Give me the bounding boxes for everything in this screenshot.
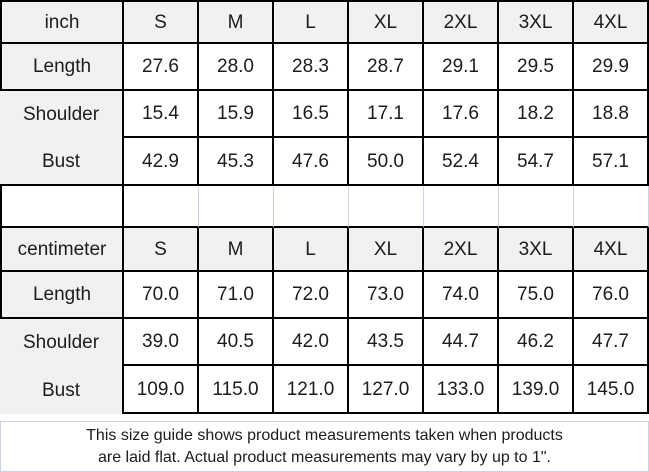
measure-value-cell: 17.1 bbox=[349, 91, 424, 138]
measure-value-cell: 54.7 bbox=[499, 138, 574, 186]
inch-table: inch S M L XL 2XL 3XL 4XL Length 27.6 28… bbox=[0, 0, 649, 186]
measure-value-cell: 40.5 bbox=[199, 319, 274, 366]
size-header-cell: M bbox=[199, 0, 274, 44]
size-header-cell: 2XL bbox=[424, 0, 499, 44]
measure-value-cell: 46.2 bbox=[499, 319, 574, 366]
size-header-cell: S bbox=[124, 228, 199, 272]
measure-value-cell: 18.2 bbox=[499, 91, 574, 138]
measure-value-cell: 75.0 bbox=[499, 272, 574, 319]
measure-value-cell: 42.9 bbox=[124, 138, 199, 186]
measure-value-cell: 57.1 bbox=[574, 138, 649, 186]
size-header-cell: XL bbox=[349, 228, 424, 272]
measure-value-cell: 27.6 bbox=[124, 44, 199, 91]
measure-value-cell: 47.7 bbox=[574, 319, 649, 366]
spacer-cell bbox=[274, 186, 349, 228]
unit-header-cell: inch bbox=[0, 0, 124, 44]
measure-value-cell: 15.4 bbox=[124, 91, 199, 138]
size-header-cell: 4XL bbox=[574, 228, 649, 272]
measure-value-cell: 45.3 bbox=[199, 138, 274, 186]
spacer-cell bbox=[0, 186, 124, 228]
measure-value-cell: 15.9 bbox=[199, 91, 274, 138]
measure-value-cell: 28.7 bbox=[349, 44, 424, 91]
size-header-cell: XL bbox=[349, 0, 424, 44]
size-header-cell: S bbox=[124, 0, 199, 44]
measure-value-cell: 70.0 bbox=[124, 272, 199, 319]
spacer-cell bbox=[199, 186, 274, 228]
size-header-cell: 2XL bbox=[424, 228, 499, 272]
size-header-cell: 3XL bbox=[499, 228, 574, 272]
measure-label-cell: Shoulder bbox=[0, 319, 124, 366]
measure-value-cell: 50.0 bbox=[349, 138, 424, 186]
size-guide-disclaimer: This size guide shows product measuremen… bbox=[0, 421, 649, 472]
measure-label-cell: Shoulder bbox=[0, 91, 124, 138]
measure-value-cell: 44.7 bbox=[424, 319, 499, 366]
measure-value-cell: 74.0 bbox=[424, 272, 499, 319]
size-header-cell: L bbox=[274, 0, 349, 44]
measure-value-cell: 133.0 bbox=[424, 366, 499, 414]
disclaimer-line: This size guide shows product measuremen… bbox=[86, 426, 563, 444]
spacer-cell bbox=[424, 186, 499, 228]
spacer-cell bbox=[124, 186, 199, 228]
measure-value-cell: 29.1 bbox=[424, 44, 499, 91]
measure-value-cell: 71.0 bbox=[199, 272, 274, 319]
unit-header-cell: centimeter bbox=[0, 228, 124, 272]
measure-value-cell: 29.5 bbox=[499, 44, 574, 91]
measure-label-cell: Length bbox=[0, 272, 124, 319]
spacer-cell bbox=[349, 186, 424, 228]
measure-value-cell: 17.6 bbox=[424, 91, 499, 138]
measure-value-cell: 73.0 bbox=[349, 272, 424, 319]
measure-value-cell: 16.5 bbox=[274, 91, 349, 138]
measure-value-cell: 18.8 bbox=[574, 91, 649, 138]
centimeter-table: centimeter S M L XL 2XL 3XL 4XL Length 7… bbox=[0, 228, 649, 414]
measure-value-cell: 39.0 bbox=[124, 319, 199, 366]
size-header-cell: M bbox=[199, 228, 274, 272]
measure-value-cell: 109.0 bbox=[124, 366, 199, 414]
measure-label-cell: Length bbox=[0, 44, 124, 91]
measure-value-cell: 121.0 bbox=[274, 366, 349, 414]
measure-value-cell: 28.0 bbox=[199, 44, 274, 91]
size-header-cell: L bbox=[274, 228, 349, 272]
measure-value-cell: 139.0 bbox=[499, 366, 574, 414]
size-header-cell: 4XL bbox=[574, 0, 649, 44]
spacer-row bbox=[0, 186, 649, 228]
measure-value-cell: 127.0 bbox=[349, 366, 424, 414]
measure-value-cell: 28.3 bbox=[274, 44, 349, 91]
measure-value-cell: 29.9 bbox=[574, 44, 649, 91]
measure-value-cell: 72.0 bbox=[274, 272, 349, 319]
spacer-cell bbox=[499, 186, 574, 228]
spacer-cell bbox=[574, 186, 649, 228]
measure-value-cell: 76.0 bbox=[574, 272, 649, 319]
measure-value-cell: 47.6 bbox=[274, 138, 349, 186]
measure-value-cell: 43.5 bbox=[349, 319, 424, 366]
measure-value-cell: 115.0 bbox=[199, 366, 274, 414]
measure-value-cell: 52.4 bbox=[424, 138, 499, 186]
measure-label-cell: Bust bbox=[0, 366, 124, 414]
disclaimer-line: are laid flat. Actual product measuremen… bbox=[97, 448, 551, 466]
measure-value-cell: 145.0 bbox=[574, 366, 649, 414]
measure-label-cell: Bust bbox=[0, 138, 124, 186]
size-header-cell: 3XL bbox=[499, 0, 574, 44]
measure-value-cell: 42.0 bbox=[274, 319, 349, 366]
